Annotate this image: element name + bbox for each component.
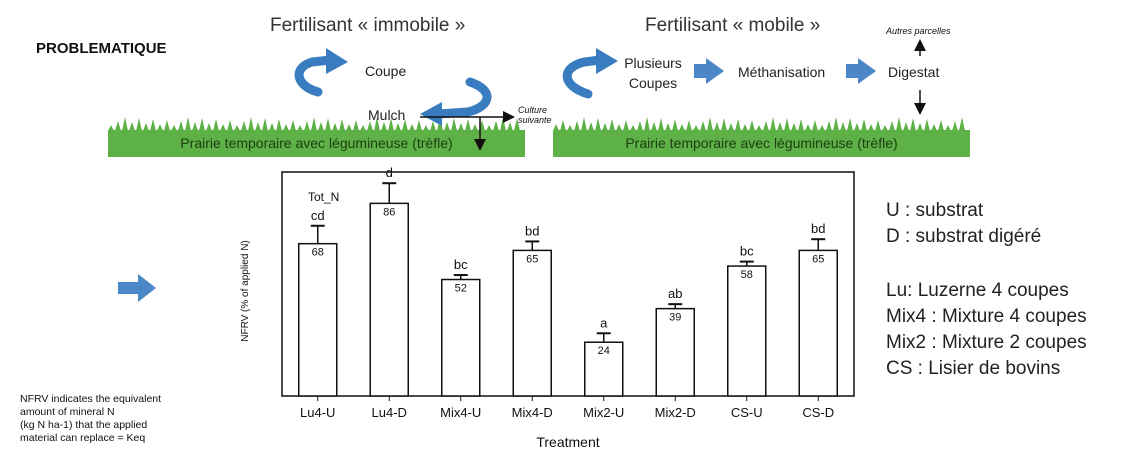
significance-letter: bd: [525, 223, 539, 238]
chart-annotation: Tot_N: [308, 190, 339, 204]
flow-arrow-digestat: [846, 58, 876, 84]
legend-item-lu: Lu: Luzerne 4 coupes: [886, 280, 1069, 301]
label-plusieurs-coupes: Plusieurs Coupes: [624, 55, 682, 91]
grass-label-right: Prairie temporaire avec légumineuse (trè…: [625, 135, 898, 151]
footnote: NFRV indicates the equivalent amount of …: [20, 393, 220, 445]
grass-strip-left: [108, 117, 525, 157]
title-immobile: Fertilisant « immobile »: [270, 15, 466, 36]
legend-item-d: D : substrat digéré: [886, 226, 1042, 247]
label-mulch: Mulch: [368, 107, 406, 123]
title-mobile: Fertilisant « mobile »: [645, 15, 821, 36]
significance-letter: bd: [811, 221, 825, 236]
bar-chart: Tot_N NFRV (% of applied N) Treatment 68…: [240, 165, 855, 450]
significance-letter: ab: [668, 286, 682, 301]
label-digestat: Digestat: [888, 64, 940, 80]
label-autres-parcelles: Autres parcelles: [886, 26, 951, 36]
bar: [298, 242, 338, 397]
problem-title: PROBLEMATIQUE: [36, 40, 167, 57]
flow-arrow-methanisation: [694, 58, 724, 84]
significance-letter: bc: [454, 257, 468, 272]
data-label: 68: [312, 247, 324, 259]
x-tick-label: Mix4-D: [512, 405, 553, 420]
data-label: 39: [669, 312, 681, 324]
legend-item-mix4: Mix4 : Mixture 4 coupes: [886, 306, 1087, 327]
bar: [727, 265, 767, 397]
legend-item-u: U : substrat: [886, 200, 984, 221]
bar: [655, 307, 695, 397]
footnote-line: material can replace = Keq: [20, 432, 146, 444]
x-tick-label: Lu4-D: [372, 405, 407, 420]
bar: [584, 341, 624, 397]
bar: [798, 249, 838, 397]
bar: [512, 249, 552, 397]
significance-letter: cd: [311, 208, 325, 223]
data-label: 86: [383, 206, 395, 218]
data-label: 52: [455, 283, 467, 295]
footnote-line: amount of mineral N: [20, 406, 115, 418]
cycle-arrows-left: [294, 48, 492, 126]
footnote-line: NFRV indicates the equivalent: [20, 393, 162, 405]
plot-frame: [281, 171, 855, 397]
grass-label-left: Prairie temporaire avec légumineuse (trè…: [180, 135, 453, 151]
x-tick-label: Lu4-U: [300, 405, 335, 420]
footnote-line: (kg N ha-1) that the applied: [20, 419, 148, 431]
label-methanisation: Méthanisation: [738, 64, 826, 80]
x-tick-label: Mix4-U: [440, 405, 481, 420]
cycle-arrow-right: [562, 48, 618, 99]
pointer-arrow-icon: [118, 274, 156, 302]
y-axis-label: NFRV (% of applied N): [240, 240, 251, 342]
legend: U : substrat D : substrat digéré Lu: Luz…: [886, 200, 1087, 380]
x-tick-label: Mix2-U: [583, 405, 624, 420]
legend-item-cs: CS : Lisier de bovins: [886, 358, 1061, 379]
data-label: 65: [526, 253, 538, 265]
significance-letter: d: [386, 165, 393, 180]
label-coupe: Coupe: [365, 63, 407, 79]
data-label: 24: [598, 345, 610, 357]
schematic-illustration: [108, 39, 970, 157]
significance-letter: bc: [740, 244, 754, 259]
bar: [441, 278, 481, 397]
grass-strip-right: [553, 117, 970, 157]
legend-item-mix2: Mix2 : Mixture 2 coupes: [886, 332, 1087, 353]
bar: [369, 202, 409, 397]
data-label: 65: [812, 253, 824, 265]
x-axis-label: Treatment: [536, 434, 599, 450]
significance-letter: a: [600, 315, 608, 330]
x-tick-label: Mix2-D: [655, 405, 696, 420]
data-label: 58: [741, 269, 753, 281]
x-tick-label: CS-U: [731, 405, 763, 420]
x-tick-label: CS-D: [802, 405, 834, 420]
label-culture-suivante: Culture suivante: [518, 105, 552, 125]
